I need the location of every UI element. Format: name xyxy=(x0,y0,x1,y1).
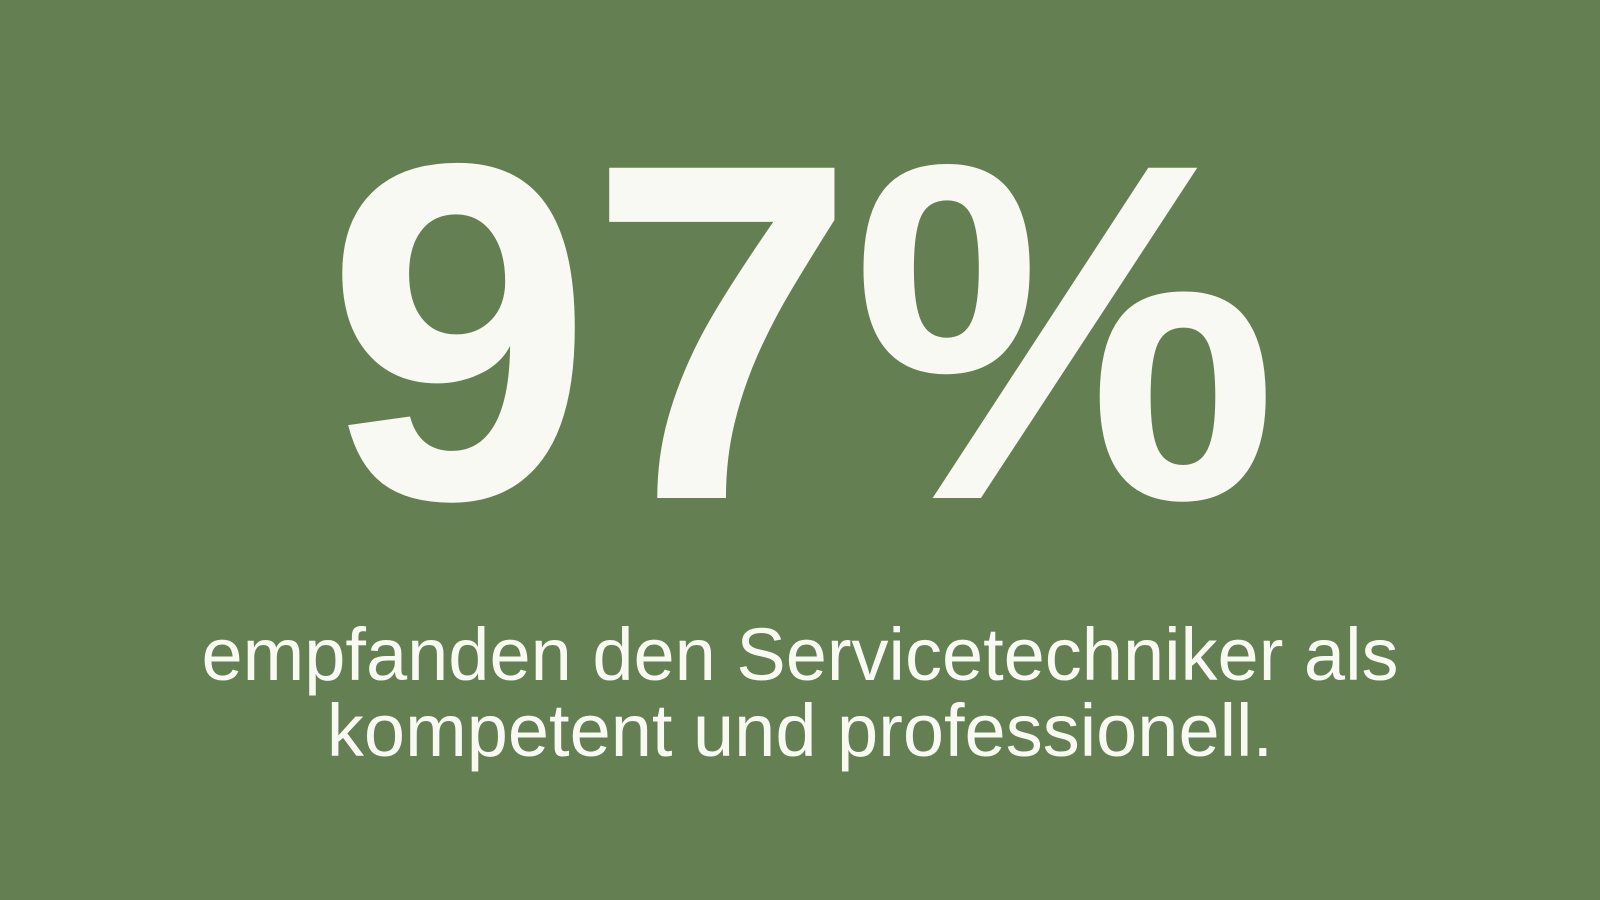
stat-description-line-2: kompetent und professionell. xyxy=(326,688,1274,772)
stat-description-line-1: empfanden den Servicetechniker als xyxy=(201,612,1399,696)
stat-value: 97% xyxy=(325,62,1279,600)
stat-description: empfanden den Servicetechniker als kompe… xyxy=(201,612,1399,772)
